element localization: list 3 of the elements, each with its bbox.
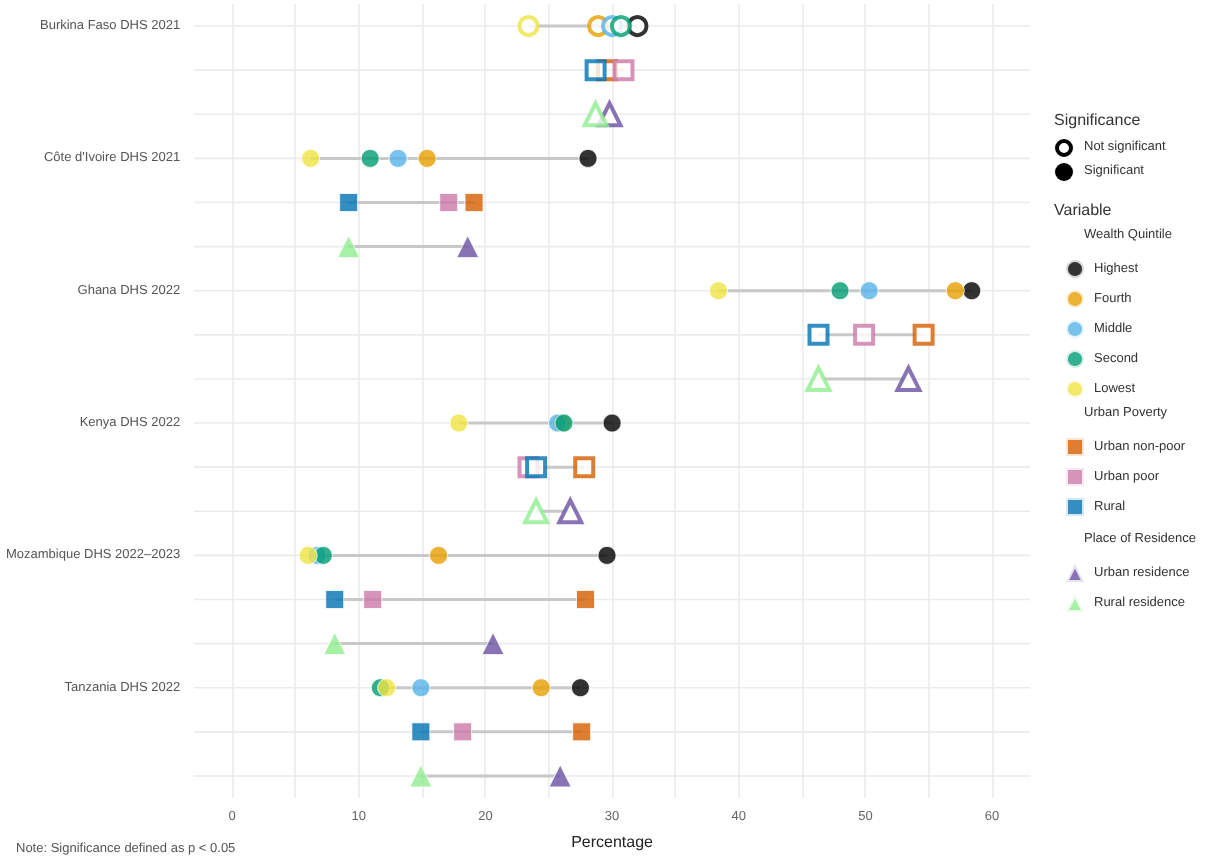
x-axis-title: Percentage	[571, 832, 655, 851]
text: Significance	[1054, 111, 1142, 129]
legend-title: Variable	[1054, 201, 1113, 219]
